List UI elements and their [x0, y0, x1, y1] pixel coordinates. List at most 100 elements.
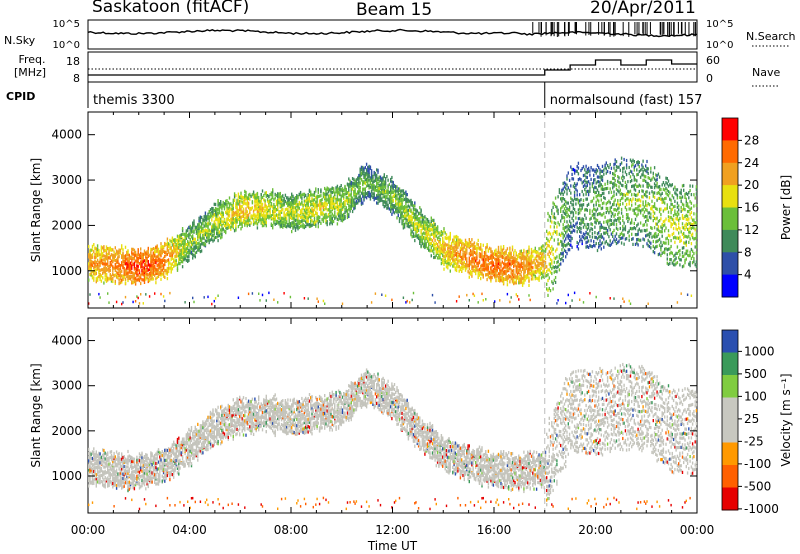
power-cell	[400, 211, 402, 215]
power-cell	[494, 275, 496, 279]
power-cell	[146, 276, 148, 280]
power-cell	[244, 216, 246, 220]
power-cell	[601, 175, 604, 179]
power-cell	[381, 293, 383, 296]
power-cell	[491, 261, 493, 265]
power-cell	[329, 201, 331, 205]
power-cell	[237, 296, 240, 299]
power-cell	[104, 274, 106, 278]
power-cell	[301, 211, 303, 215]
power-cell	[183, 258, 185, 262]
power-cell	[226, 221, 228, 225]
power-cell	[140, 265, 142, 269]
power-cell	[496, 261, 498, 266]
power-cell	[218, 222, 221, 226]
power-cell	[508, 252, 510, 256]
power-cell	[502, 270, 505, 274]
power-cell	[306, 207, 308, 212]
power-cell	[412, 291, 415, 295]
power-cell	[325, 201, 327, 205]
power-cell	[259, 214, 261, 218]
power-cell	[461, 247, 463, 251]
power-cell	[241, 195, 243, 199]
power-cell	[594, 231, 596, 235]
power-cell	[256, 191, 259, 196]
power-cell	[387, 184, 389, 188]
power-cell	[370, 174, 373, 178]
power-cell	[293, 225, 295, 229]
power-cell	[263, 219, 265, 223]
power-cell	[246, 204, 248, 208]
power-cell	[211, 218, 213, 222]
power-cell	[140, 293, 142, 296]
power-cell	[266, 197, 269, 202]
power-cell	[264, 203, 266, 207]
power-cell	[364, 178, 366, 182]
noise-tick-bottom-right: 10^0	[706, 40, 733, 51]
power-cell	[448, 252, 450, 256]
power-cell	[421, 217, 424, 222]
power-cell	[302, 225, 304, 229]
power-cell	[477, 271, 479, 275]
power-cell	[594, 207, 596, 212]
power-cell	[487, 273, 490, 277]
power-cell	[546, 246, 548, 250]
power-cell	[315, 196, 317, 200]
power-cell	[613, 181, 615, 186]
power-cell	[244, 201, 246, 205]
power-cell	[207, 238, 209, 242]
power-cell	[212, 239, 214, 243]
power-cell	[551, 280, 553, 284]
power-cell	[532, 254, 534, 258]
power-cell	[322, 205, 325, 209]
power-cell	[530, 271, 533, 275]
power-cell	[402, 214, 405, 219]
power-cell	[570, 196, 572, 200]
power-cell	[468, 243, 470, 247]
power-cell	[126, 253, 128, 257]
power-cell	[244, 189, 246, 193]
power-cell	[391, 204, 393, 208]
power-cell	[521, 261, 524, 266]
power-cell	[180, 248, 182, 252]
power-cell	[562, 192, 564, 196]
power-cell	[442, 244, 444, 248]
power-cell	[184, 245, 186, 249]
power-cell	[409, 225, 411, 229]
power-cell	[452, 255, 454, 259]
power-cell	[426, 223, 429, 228]
power-cell	[155, 271, 157, 276]
power-cell	[490, 261, 492, 265]
power-cell	[119, 264, 122, 268]
power-cell	[590, 239, 592, 243]
power-cell	[199, 225, 202, 229]
power-cell	[312, 222, 314, 226]
power-cell	[220, 220, 222, 224]
power-cell	[239, 208, 241, 212]
power-cell	[452, 253, 454, 257]
power-cell	[499, 276, 501, 280]
power-cell	[310, 215, 312, 219]
power-cell	[581, 206, 583, 210]
power-cell	[236, 205, 238, 209]
power-cell	[468, 267, 470, 271]
power-cell	[567, 223, 569, 227]
power-cell	[308, 194, 311, 198]
power-cell	[341, 202, 344, 206]
power-cell	[457, 236, 459, 240]
power-cell	[109, 248, 111, 252]
power-cell	[164, 259, 166, 263]
power-cell	[207, 295, 209, 299]
power-cell	[468, 252, 470, 256]
power-cell	[337, 211, 340, 215]
power-cell	[169, 238, 171, 242]
power-cell	[576, 182, 578, 186]
power-cell	[214, 208, 217, 212]
power-cell	[406, 197, 408, 202]
power-cell	[561, 257, 563, 261]
power-cell	[296, 208, 298, 212]
power-cell	[261, 189, 264, 193]
power-cell	[502, 281, 505, 285]
power-cell	[445, 243, 448, 247]
power-cell	[337, 198, 340, 202]
